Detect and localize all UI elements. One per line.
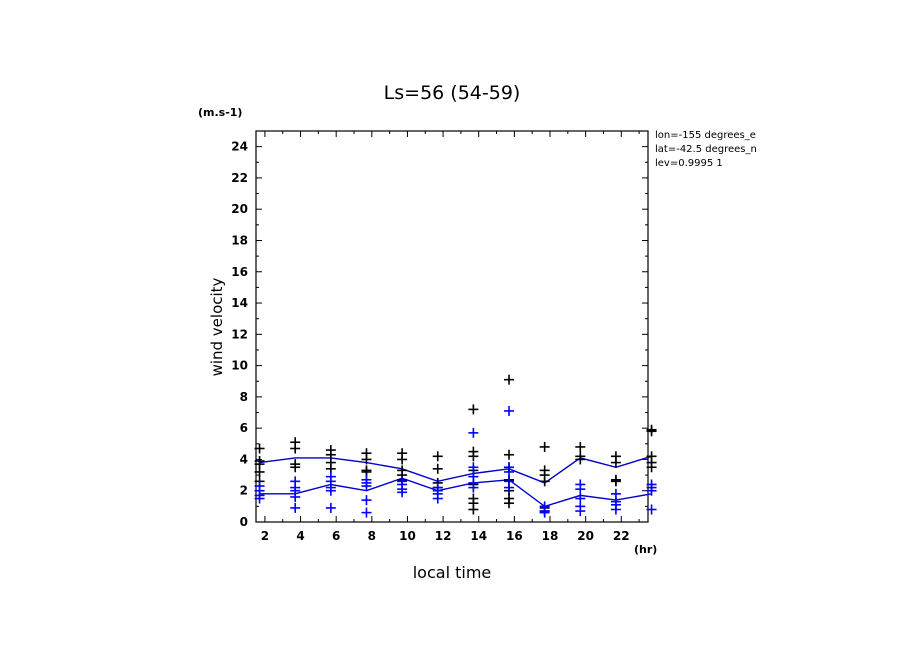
- point-marker-series-1: [504, 449, 515, 460]
- point-marker-series-1: [504, 374, 515, 385]
- point-marker-series-2: [254, 493, 265, 504]
- y-tick-label: 12: [231, 327, 248, 341]
- point-marker-series-2: [504, 482, 515, 493]
- point-marker-series-2: [290, 502, 301, 513]
- y-tick-label: 14: [231, 296, 248, 310]
- point-marker-series-1: [646, 426, 657, 437]
- x-tick-label: 4: [296, 529, 304, 543]
- y-tick-label: 24: [231, 140, 248, 154]
- y-tick-label: 4: [240, 452, 248, 466]
- x-tick-label: 2: [261, 529, 269, 543]
- x-tick-label: 14: [470, 529, 487, 543]
- series-markers: [254, 374, 657, 518]
- point-marker-series-2: [504, 405, 515, 416]
- point-marker-series-1: [361, 454, 372, 465]
- point-marker-series-2: [468, 427, 479, 438]
- mean-line-series-1: [259, 455, 652, 484]
- info-line-lon: lon=-155 degrees_e: [655, 130, 756, 141]
- y-tick-label: 2: [240, 484, 248, 498]
- point-marker-series-1: [254, 466, 265, 477]
- point-marker-series-2: [397, 487, 408, 498]
- point-marker-series-2: [325, 502, 336, 513]
- point-marker-series-2: [432, 493, 443, 504]
- point-marker-series-2: [361, 495, 372, 506]
- point-marker-series-1: [539, 441, 550, 452]
- x-unit-label: (hr): [634, 543, 657, 556]
- y-tick-label: 0: [240, 515, 248, 529]
- point-marker-series-1: [468, 504, 479, 515]
- point-marker-series-2: [468, 482, 479, 493]
- chart-title: Ls=56 (54-59): [384, 82, 521, 104]
- point-marker-series-2: [361, 507, 372, 518]
- point-marker-series-2: [361, 481, 372, 492]
- y-unit-label: (m.s-1): [198, 106, 242, 119]
- y-tick-label: 20: [231, 202, 248, 216]
- point-marker-series-2: [646, 485, 657, 496]
- point-marker-series-1: [290, 462, 301, 473]
- y-tick-label: 8: [240, 390, 248, 404]
- point-marker-series-1: [432, 463, 443, 474]
- y-axis-label: wind velocity: [208, 277, 226, 376]
- x-tick-label: 6: [332, 529, 340, 543]
- point-marker-series-1: [468, 451, 479, 462]
- series-lines: [259, 455, 652, 508]
- point-marker-series-1: [539, 476, 550, 487]
- mean-line-series-2: [259, 477, 652, 508]
- x-tick-label: 16: [506, 529, 523, 543]
- point-marker-series-1: [575, 441, 586, 452]
- point-marker-series-2: [610, 504, 621, 515]
- point-marker-series-1: [468, 404, 479, 415]
- point-marker-series-1: [504, 498, 515, 509]
- point-marker-series-1: [610, 476, 621, 487]
- point-marker-series-1: [290, 443, 301, 454]
- point-marker-series-2: [539, 507, 550, 518]
- point-marker-series-2: [468, 462, 479, 473]
- point-marker-series-2: [646, 504, 657, 515]
- x-tick-label: 8: [368, 529, 376, 543]
- x-tick-label: 20: [577, 529, 594, 543]
- x-tick-label: 18: [542, 529, 559, 543]
- point-marker-series-1: [646, 462, 657, 473]
- point-marker-series-2: [575, 484, 586, 495]
- point-marker-series-2: [290, 491, 301, 502]
- plot-frame: [255, 130, 649, 523]
- info-line-lat: lat=-42.5 degrees_n: [655, 144, 757, 155]
- y-tick-label: 18: [231, 233, 248, 247]
- x-tick-label: 22: [613, 529, 630, 543]
- y-tick-label: 6: [240, 421, 248, 435]
- point-marker-series-1: [610, 457, 621, 468]
- point-marker-series-1: [397, 454, 408, 465]
- point-marker-series-2: [575, 506, 586, 517]
- point-marker-series-2: [325, 485, 336, 496]
- point-marker-series-1: [575, 454, 586, 465]
- y-tick-label: 10: [231, 359, 248, 373]
- point-marker-series-1: [254, 443, 265, 454]
- point-marker-series-2: [504, 466, 515, 477]
- info-line-lev: lev=0.9995 1: [655, 158, 723, 169]
- x-tick-label: 10: [399, 529, 416, 543]
- y-tick-label: 16: [231, 265, 248, 279]
- x-axis-label: local time: [413, 563, 492, 582]
- x-tick-label: 12: [435, 529, 452, 543]
- point-marker-series-1: [432, 451, 443, 462]
- y-tick-label: 22: [231, 171, 248, 185]
